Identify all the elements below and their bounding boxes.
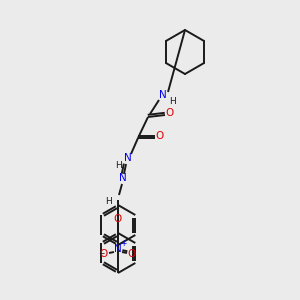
Text: O: O (128, 249, 136, 259)
Text: +: + (120, 239, 126, 248)
Text: H: H (115, 161, 122, 170)
Text: O: O (156, 131, 164, 141)
Text: H: H (106, 197, 112, 206)
Text: N: N (124, 153, 132, 163)
Text: O: O (166, 108, 174, 118)
Text: N: N (119, 173, 127, 183)
Text: O: O (100, 249, 108, 259)
Text: O: O (114, 214, 122, 224)
Text: −: − (98, 250, 104, 259)
Text: N: N (159, 90, 167, 100)
Text: H: H (169, 97, 176, 106)
Text: N: N (114, 244, 122, 254)
